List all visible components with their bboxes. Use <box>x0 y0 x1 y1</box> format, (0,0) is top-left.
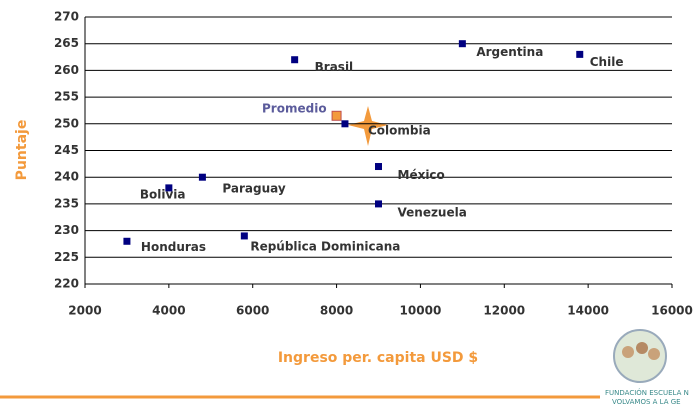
point-label: México <box>398 168 445 182</box>
logo-text: FUNDACIÓN ESCUELA N <box>605 388 689 397</box>
point <box>341 120 349 128</box>
x-tick-label: 2000 <box>68 304 101 318</box>
point-label: Paraguay <box>222 182 285 196</box>
x-tick-label: 16000 <box>651 304 693 318</box>
y-tick-label: 240 <box>54 170 79 184</box>
point <box>576 50 584 58</box>
point-label: Argentina <box>476 45 543 59</box>
x-tick-label: 12000 <box>483 304 525 318</box>
y-tick-label: 255 <box>54 90 79 104</box>
point <box>331 110 342 121</box>
point-label: Chile <box>590 55 624 69</box>
point <box>375 163 382 171</box>
x-axis-title: Ingreso per. capita USD $ <box>278 350 478 366</box>
y-tick-label: 270 <box>54 10 79 24</box>
x-tick-label: 8000 <box>320 304 353 318</box>
point-label: Brasil <box>315 60 354 74</box>
x-tick-label: 6000 <box>236 304 269 318</box>
y-tick-label: 260 <box>54 63 79 77</box>
logo-text: VOLVAMOS A LA GE <box>612 398 681 406</box>
point-label: Promedio <box>262 101 327 115</box>
y-axis-title: Puntaje <box>14 120 30 181</box>
point-label: Colombia <box>368 123 431 137</box>
point <box>198 173 206 181</box>
point <box>123 237 131 245</box>
y-tick-label: 225 <box>54 250 79 264</box>
y-tick-label: 245 <box>54 143 79 157</box>
point <box>458 40 466 48</box>
star-decoration <box>348 106 388 146</box>
point-label: Bolivia <box>140 187 186 201</box>
x-tick-label: 10000 <box>400 304 442 318</box>
point-label: República Dominicana <box>250 239 400 253</box>
y-tick-label: 230 <box>54 223 79 237</box>
point <box>165 184 173 192</box>
point-label: Venezuela <box>398 205 467 219</box>
y-tick-label: 235 <box>54 196 79 210</box>
point <box>291 56 299 64</box>
x-tick-label: 4000 <box>152 304 185 318</box>
y-tick-label: 250 <box>54 116 79 130</box>
point <box>375 200 382 208</box>
x-tick-label: 14000 <box>567 304 609 318</box>
point <box>240 232 248 240</box>
y-tick-label: 220 <box>54 277 79 291</box>
y-tick-label: 265 <box>54 36 79 50</box>
logo: FUNDACIÓN ESCUELA N VOLVAMOS A LA GE <box>605 329 689 406</box>
point-label: Honduras <box>141 240 206 254</box>
